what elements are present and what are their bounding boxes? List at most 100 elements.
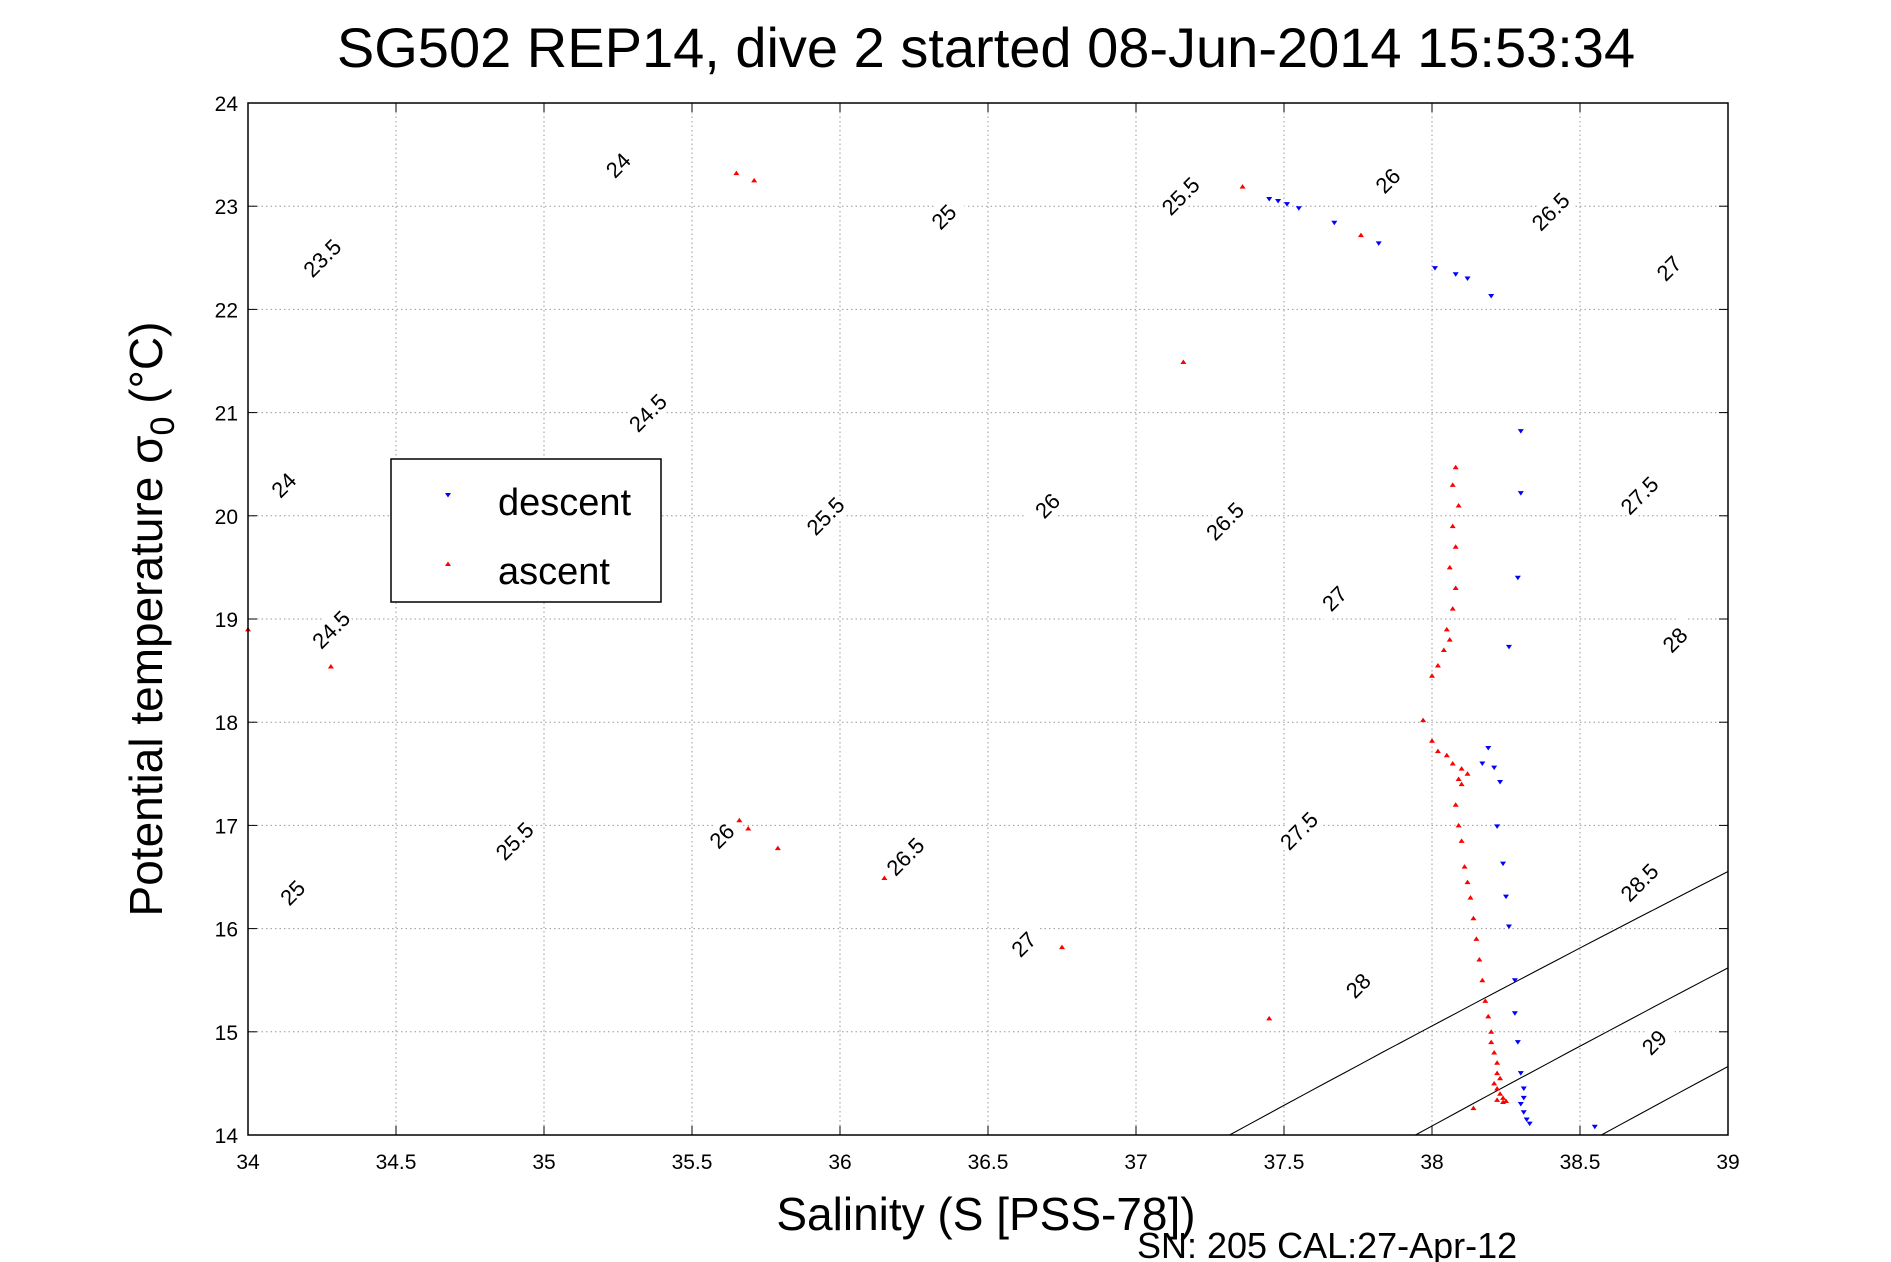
ascent-point [1357,232,1364,238]
contour-label: 23.5 [298,234,346,282]
ascent-point [1446,564,1453,570]
y-tick-label: 24 [215,93,239,116]
x-tick-label: 35.5 [672,1151,713,1174]
contour-label: 24.5 [307,606,355,654]
descent-point [1283,202,1290,207]
legend-ascent-marker [445,561,451,566]
contour-label-bg [1309,573,1360,624]
y-axis-label-unit: (°C) [120,322,172,417]
x-tick-label: 34 [236,1151,260,1174]
ascent-point [1420,717,1427,723]
density-contours [1229,870,1728,1135]
contour-label-bg [1614,470,1664,520]
ascent-point [1458,781,1465,787]
contour-label-bg [267,867,318,918]
ascent-point [1455,502,1462,508]
contour-label-bg [1274,805,1324,856]
ascent-point [1503,1098,1509,1103]
contour-label-bg [306,604,356,655]
ascent-point [1461,864,1468,869]
contour-label-bg [1200,496,1250,546]
contour-label-bg [258,460,309,510]
ascent-point [1491,1080,1498,1086]
descent-point [1452,272,1459,277]
descent-point [1514,575,1521,581]
ascent-point [774,845,781,851]
ascent-point [1500,1095,1507,1100]
descent-point [1523,1117,1530,1123]
descent-point [1517,1071,1524,1076]
descent-point [1517,429,1524,434]
contour-label-bg [800,491,850,541]
contour-label: 28.5 [1616,859,1664,907]
ascent-point [1494,1060,1501,1065]
descent-point [1488,293,1495,299]
contour-label-bg [1649,614,1700,665]
density-contour-line [1601,1065,1728,1135]
contour-label-bg [489,816,540,866]
contour-label-bg [1155,171,1206,221]
ascent-point [751,177,758,183]
ascent-point [733,170,740,176]
ascent-point [1059,944,1065,950]
x-tick-label: 36 [828,1151,851,1174]
contour-label: 25.5 [802,492,850,540]
descent-point [1500,861,1507,867]
contour-label-bg [593,140,643,190]
ascent-point [1434,662,1441,668]
descent-point [1520,1110,1527,1115]
descent-point [1464,276,1471,281]
ascent-point [745,825,752,831]
x-tick-label: 35 [532,1151,555,1174]
descent-point [1275,199,1282,204]
y-axis-label: Potential temperature σ0 (°C) [120,322,182,917]
y-tick-label: 15 [215,1022,238,1045]
ascent-point [1434,748,1441,754]
calibration-footer: SN: 205 CAL:27-Apr-12 [1137,1225,1517,1262]
chart-title: SG502 REP14, dive 2 started 08-Jun-2014 … [337,16,1635,79]
density-contour-line [1229,870,1728,1135]
ascent-point [1470,1105,1477,1111]
ascent-point [1470,915,1477,921]
ascent-point [1488,1039,1495,1045]
ascent-point [1494,1070,1501,1076]
contour-label-bg [1614,857,1664,907]
ascent-point [1429,738,1435,743]
ascent-point [1494,1086,1501,1091]
ascent-point [1452,585,1459,591]
contour-label-bg [880,831,930,882]
contour-label-bg [297,233,347,283]
y-tick-label: 21 [215,403,238,426]
ascent-point [327,663,334,669]
contour-label-bg [1022,480,1072,531]
ascent-point [881,875,888,881]
ascent-point [1239,184,1246,189]
descent-point [1331,220,1338,226]
contour-label-bg [1644,243,1694,293]
ascent-point [1449,760,1456,766]
ascent-point [1473,936,1480,941]
ascent-point [1443,626,1450,632]
y-tick-label: 17 [215,815,238,838]
descent-point [1503,894,1509,900]
ascent-point [1491,1049,1498,1055]
y-tick-label: 18 [215,712,238,735]
y-axis-label-main: Potential temperature σ [120,435,172,916]
y-tick-label: 14 [215,1125,239,1148]
descent-point [1375,241,1382,246]
ascent-point [1449,606,1456,611]
contour-label: 25.5 [491,817,539,865]
contour-label: 26.5 [1201,497,1249,545]
ascent-point [1497,1091,1504,1096]
ascent-point [1464,771,1471,776]
ascent-point [1458,766,1465,771]
ascent-point [1180,359,1187,365]
x-tick-label: 37.5 [1264,1151,1305,1174]
descent-point [1591,1124,1598,1130]
descent-point [1485,746,1492,751]
descent-point [1511,978,1518,983]
grid-lines [248,103,1728,1135]
contour-label: 26.5 [1527,188,1575,236]
contour-label-bg [1362,155,1413,206]
